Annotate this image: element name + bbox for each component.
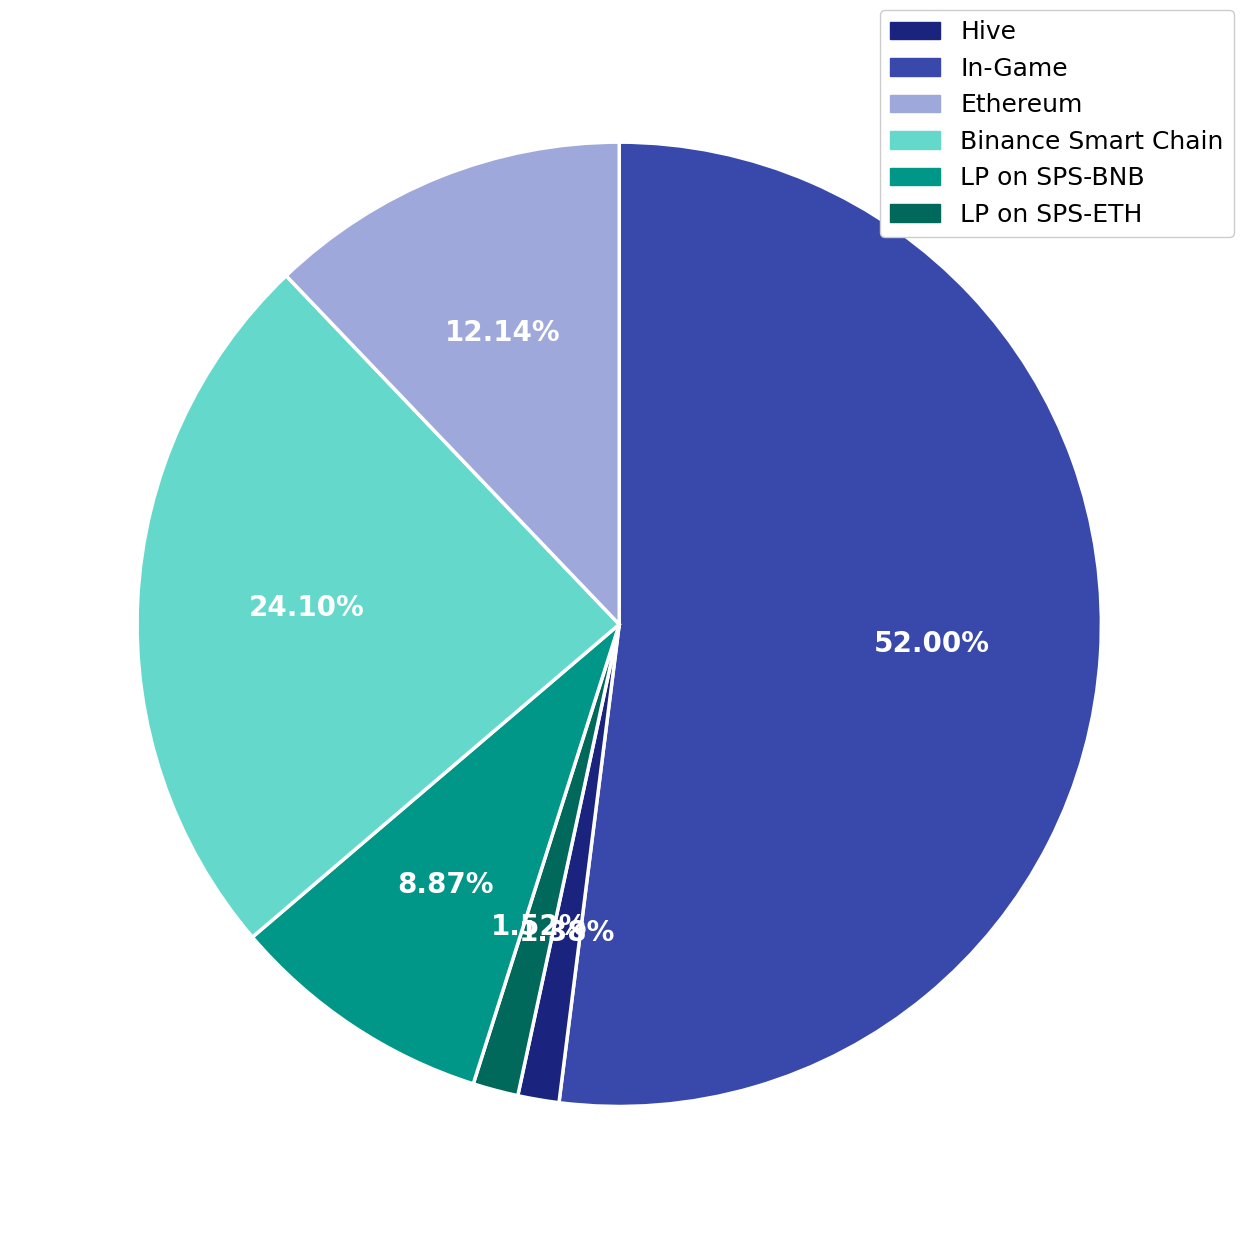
Wedge shape xyxy=(252,625,620,1084)
Text: 24.10%: 24.10% xyxy=(248,595,364,622)
Text: 52.00%: 52.00% xyxy=(874,630,990,658)
Wedge shape xyxy=(473,625,620,1095)
Wedge shape xyxy=(286,142,620,625)
Text: 1.52%: 1.52% xyxy=(491,913,587,941)
Wedge shape xyxy=(137,276,620,938)
Text: 1.38%: 1.38% xyxy=(518,919,615,948)
Text: 12.14%: 12.14% xyxy=(445,319,560,348)
Wedge shape xyxy=(559,142,1102,1107)
Legend: Hive, In-Game, Ethereum, Binance Smart Chain, LP on SPS-BNB, LP on SPS-ETH: Hive, In-Game, Ethereum, Binance Smart C… xyxy=(881,10,1233,236)
Wedge shape xyxy=(518,625,620,1103)
Text: 8.87%: 8.87% xyxy=(397,872,494,899)
